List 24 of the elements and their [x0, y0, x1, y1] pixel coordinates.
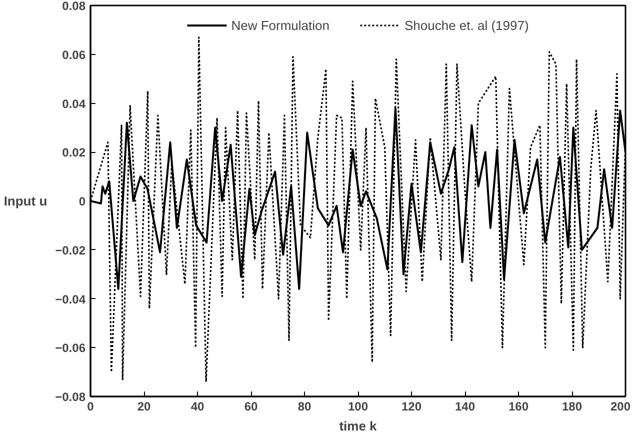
y-tick-label: 0.04	[62, 96, 86, 111]
x-tick-label: 180	[562, 400, 582, 414]
x-tick-label: 0	[87, 400, 94, 414]
y-tick-label: 0.06	[62, 48, 86, 62]
x-axis-title: time k	[339, 418, 378, 434]
x-tick-label: 120	[401, 400, 422, 414]
x-tick-label: 80	[298, 400, 312, 414]
y-axis-title: Input u	[4, 194, 48, 208]
y-tick-label: −0.02	[55, 243, 86, 258]
x-tick-label: 160	[508, 400, 529, 414]
x-tick-label: 140	[454, 400, 476, 414]
x-tick-label: 40	[190, 400, 204, 414]
y-tick-label: 0	[78, 194, 86, 208]
y-tick-label: −0.06	[55, 341, 86, 356]
x-tick-label: 200	[610, 400, 631, 414]
y-tick-label: −0.08	[55, 390, 86, 404]
y-tick-label: 0.02	[62, 146, 86, 160]
x-tick-label: 100	[348, 400, 368, 414]
y-tick-label: 0.08	[62, 0, 86, 13]
y-tick-label: −0.04	[55, 292, 86, 306]
legend-label: New Formulation	[231, 18, 330, 32]
x-tick-label: 60	[244, 400, 258, 414]
legend-label: Shouche et. al (1997)	[404, 18, 529, 32]
x-tick-label: 20	[137, 400, 151, 414]
